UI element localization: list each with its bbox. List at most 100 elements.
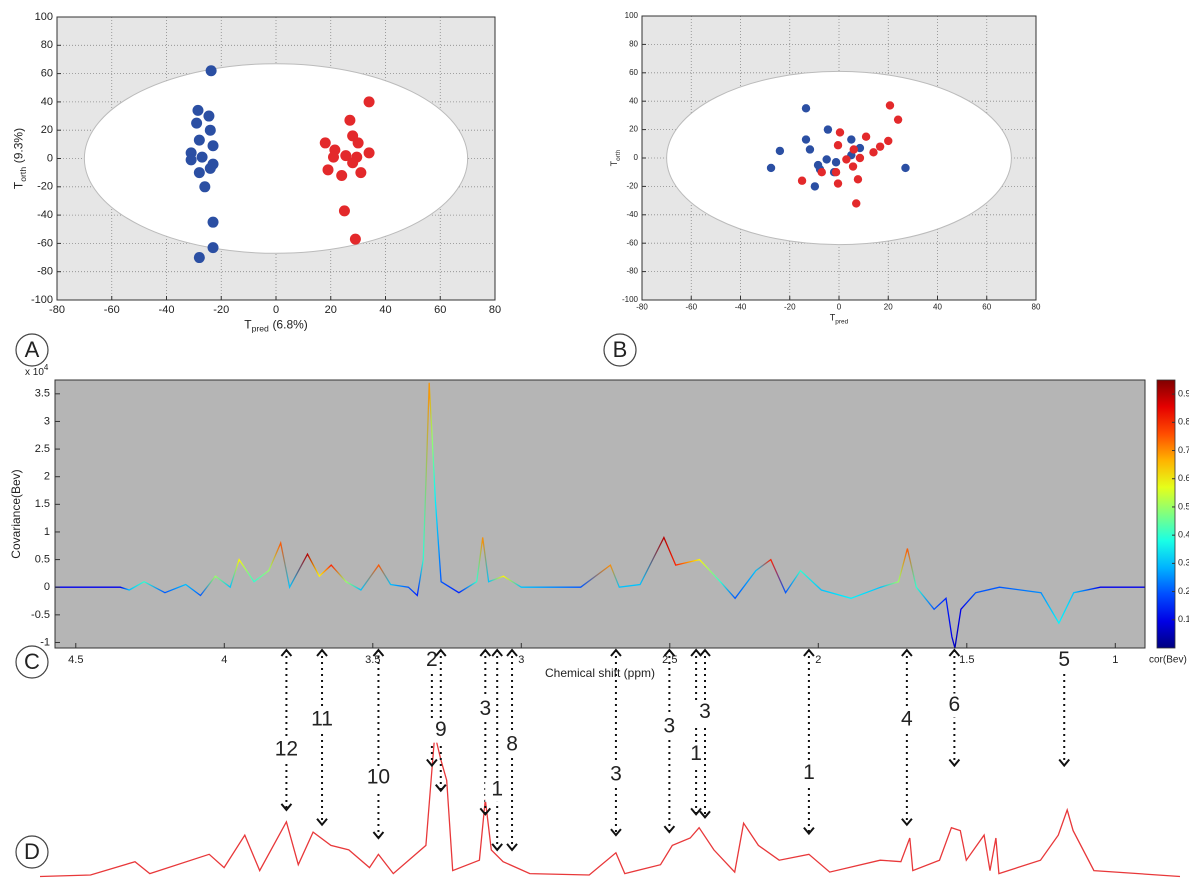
- x-tick-label: -80: [636, 302, 648, 311]
- point: [327, 151, 339, 163]
- arrow-head-bottom: [1058, 758, 1070, 768]
- point: [338, 205, 350, 217]
- annotation-label: 2: [426, 648, 438, 671]
- point: [861, 132, 871, 141]
- y-axis-label: Covariance(Bev): [9, 469, 23, 558]
- point: [775, 146, 785, 156]
- annotation-label: 3: [610, 763, 622, 786]
- y-tick-label: 20: [41, 124, 53, 136]
- colorbar-tick-label: 0.7: [1178, 445, 1189, 455]
- y-axis-label: Torth (9.3%): [12, 128, 28, 189]
- arrow-head-bottom: [610, 828, 622, 837]
- point: [831, 168, 841, 177]
- y-tick-label: 20: [629, 125, 638, 134]
- point: [352, 137, 364, 149]
- arrow-head-top: [479, 648, 492, 657]
- point: [884, 136, 893, 146]
- x-tick-label: 1.5: [959, 654, 974, 666]
- x-tick-label: 3: [518, 654, 524, 666]
- covariance-line: [55, 382, 1145, 649]
- y-tick-label: 0: [47, 152, 53, 164]
- arrow-head-bottom: [316, 818, 328, 827]
- annotation-label-background: [894, 707, 919, 732]
- point: [817, 168, 826, 177]
- point: [901, 163, 910, 173]
- arrow-head-bottom: [690, 807, 702, 816]
- arrow-head-top: [316, 648, 328, 657]
- point: [847, 135, 856, 144]
- point: [336, 169, 348, 181]
- point: [833, 141, 843, 150]
- point: [204, 124, 216, 136]
- annotation-label-background: [657, 715, 682, 740]
- point: [835, 128, 845, 137]
- arrow-head-top: [491, 648, 503, 657]
- y-tick-label: -20: [37, 181, 53, 193]
- y-axis-label-sub: orth: [615, 149, 622, 161]
- axis-multiplier-exponent: 4: [44, 363, 49, 372]
- point: [196, 151, 208, 163]
- annotation-label-background: [693, 700, 717, 725]
- panel-label: A: [25, 337, 40, 362]
- annotation-label: 12: [275, 737, 298, 760]
- point: [833, 179, 843, 188]
- annotation-label-background: [500, 732, 525, 757]
- arrow-head-top: [610, 648, 622, 657]
- colorbar-tick-label: 0.5: [1178, 501, 1189, 511]
- y-tick-label: 1: [44, 526, 50, 538]
- point: [842, 155, 851, 164]
- y-tick-label: 40: [41, 96, 53, 108]
- point: [191, 117, 203, 129]
- colorbar-tick-label: 0.9: [1178, 388, 1189, 398]
- x-tick-label: -20: [213, 304, 229, 316]
- colorbar-tick-label: 0.6: [1178, 473, 1189, 483]
- annotation-label: 4: [901, 707, 913, 730]
- colorbar-label: cor(Bev): [1149, 655, 1187, 666]
- point: [193, 167, 205, 179]
- point: [193, 252, 205, 264]
- y-tick-label: 80: [629, 40, 638, 49]
- x-tick-label: -40: [159, 304, 175, 316]
- arrow-head-top: [372, 648, 385, 657]
- annotation-label-background: [485, 777, 510, 802]
- x-tick-label: 20: [884, 302, 893, 311]
- y-tick-label: 100: [35, 11, 53, 23]
- point: [193, 134, 205, 146]
- x-tick-label: 0: [837, 302, 842, 311]
- y-axis-label-main: T: [12, 181, 26, 189]
- arrow-head-bottom: [803, 826, 815, 836]
- y-tick-label: 1.5: [35, 498, 50, 510]
- y-tick-label: -60: [626, 238, 638, 247]
- y-axis-label-suffix: (9.3%): [12, 128, 26, 163]
- annotation-label-background: [473, 697, 498, 722]
- point: [185, 154, 197, 166]
- point: [848, 162, 858, 171]
- y-tick-label: 3.5: [35, 388, 50, 400]
- point: [853, 175, 863, 184]
- axis-multiplier-base: x 10: [25, 367, 44, 378]
- x-axis-label-main: T: [244, 317, 252, 331]
- x-tick-label: 40: [933, 302, 942, 311]
- arrow-head-bottom: [372, 831, 385, 840]
- point: [199, 181, 211, 193]
- x-tick-label: -20: [784, 302, 796, 311]
- arrow-head-bottom: [663, 825, 676, 834]
- point: [893, 115, 903, 124]
- x-tick-label: 3.5: [365, 654, 380, 666]
- point: [885, 101, 895, 110]
- y-axis-label-main: T: [609, 160, 619, 166]
- point: [797, 176, 807, 185]
- annotation-label-background: [366, 766, 391, 791]
- point: [766, 163, 776, 173]
- annotation-label: 3: [664, 715, 676, 738]
- point: [831, 158, 841, 167]
- panel-label-circle: [603, 333, 637, 367]
- y-tick-label: -0.5: [31, 609, 50, 621]
- y-tick-label: 80: [41, 39, 53, 51]
- colorbar-tick-label: 0.1: [1178, 614, 1189, 624]
- y-tick-label: 0: [44, 581, 50, 593]
- point: [349, 233, 361, 245]
- annotation-label: 1: [491, 777, 503, 800]
- y-tick-label: 2.5: [35, 443, 50, 455]
